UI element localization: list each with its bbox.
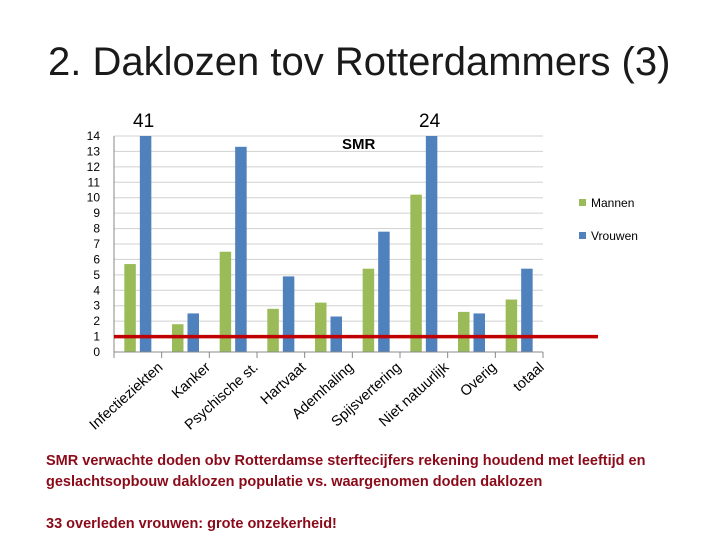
y-tick-label: 4 xyxy=(93,283,100,297)
legend-swatch-vrouwen xyxy=(579,232,586,239)
bar-mannen-0 xyxy=(124,264,136,352)
y-tick-label: 10 xyxy=(87,191,101,205)
legend-label-vrouwen: Vrouwen xyxy=(591,229,638,243)
legend-label-mannen: Mannen xyxy=(591,196,634,210)
y-tick-label: 8 xyxy=(93,222,100,236)
bar-vrouwen-7 xyxy=(473,313,485,352)
y-tick-label: 0 xyxy=(93,345,100,359)
chart-note: 33 overleden vrouwen: grote onzekerheid! xyxy=(46,516,337,532)
bar-vrouwen-1 xyxy=(187,313,199,352)
bar-value-label: 24 xyxy=(419,111,441,132)
y-tick-label: 12 xyxy=(87,160,101,174)
bar-mannen-2 xyxy=(219,251,232,352)
y-tick-label: 5 xyxy=(93,268,100,282)
bar-mannen-8 xyxy=(505,299,518,352)
y-tick-label: 9 xyxy=(93,206,100,220)
bar-mannen-3 xyxy=(267,308,279,352)
legend-swatch-mannen xyxy=(579,199,586,206)
bar-vrouwen-4 xyxy=(330,316,342,352)
y-tick-label: 14 xyxy=(87,129,101,143)
bar-vrouwen-6 xyxy=(425,136,438,352)
bar-mannen-6 xyxy=(410,194,422,352)
y-tick-label: 11 xyxy=(88,175,101,189)
y-tick-label: 3 xyxy=(93,299,100,313)
bar-vrouwen-0 xyxy=(139,136,152,352)
slide-title: 2. Daklozen tov Rotterdammers (3) xyxy=(48,40,671,84)
bar-vrouwen-2 xyxy=(235,146,247,352)
bar-vrouwen-3 xyxy=(282,276,295,352)
y-tick-label: 6 xyxy=(93,252,100,266)
bar-mannen-7 xyxy=(458,311,470,352)
chart-caption: SMR verwachte doden obv Rotterdamse ster… xyxy=(46,453,646,490)
x-tick-label: Kanker xyxy=(169,359,214,402)
smr-annotation: SMR xyxy=(342,136,376,153)
x-tick-label: totaal xyxy=(511,360,548,396)
y-tick-label: 7 xyxy=(93,237,100,251)
bars xyxy=(124,136,533,352)
bar-vrouwen-5 xyxy=(378,231,390,352)
bar-value-label: 41 xyxy=(133,111,154,132)
y-tick-label: 1 xyxy=(93,330,100,344)
legend: Mannen Vrouwen xyxy=(579,196,638,243)
x-tick-label: Overig xyxy=(457,360,499,400)
y-tick-label: 13 xyxy=(87,144,101,158)
x-tick-label: Infectieziekten xyxy=(87,360,167,434)
bar-vrouwen-8 xyxy=(521,268,533,352)
bar-mannen-5 xyxy=(362,268,375,352)
bar-labels: SMR 41 24 xyxy=(133,111,441,153)
bar-mannen-4 xyxy=(315,302,327,352)
gridlines xyxy=(114,135,543,353)
y-tick-label: 2 xyxy=(93,314,100,328)
